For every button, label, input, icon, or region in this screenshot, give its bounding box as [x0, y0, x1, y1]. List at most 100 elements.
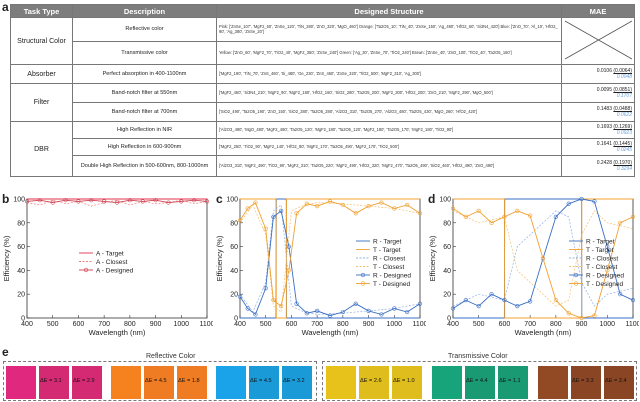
chart-b: 400 500 600 700 800 900 1000 1100 0 20 40 60 80 100 Wa…	[2, 197, 213, 338]
reflective-title: Reflective Color	[146, 353, 196, 360]
mae-value: 0.1641	[596, 141, 612, 147]
data-point	[340, 309, 345, 315]
data-point	[450, 306, 456, 311]
table-header-row: Task Type Description Designed Structure…	[10, 4, 635, 18]
legend-label: T - Designed	[373, 281, 410, 288]
y-tick-label: 100	[13, 197, 25, 204]
cross-out-icon	[564, 20, 633, 60]
struct-cell: ['Al2O3_490', 'MgO_480', 'MgF2_480', 'Ta…	[216, 121, 562, 139]
mae-cell-crossed	[561, 17, 635, 65]
delta-e-label: ΔE = 1.8	[178, 378, 200, 384]
reflective-box	[3, 361, 317, 401]
x-tick-label: 600	[286, 321, 298, 328]
swatch-group: ΔE = 3.3 ΔE = 2.4	[538, 366, 634, 399]
data-point	[379, 312, 384, 317]
data-point	[618, 292, 623, 297]
transmissive-box	[322, 361, 637, 401]
x-axis-label: Wavelength (nm)	[89, 328, 146, 337]
data-point	[553, 298, 558, 303]
y-tick-label: 80	[230, 220, 238, 227]
x-tick-label: 900	[150, 321, 162, 328]
swatch-designed: ΔE = 1.8	[177, 366, 207, 399]
series-line	[240, 198, 420, 319]
y-tick-label: 20	[230, 292, 238, 299]
data-point	[605, 244, 610, 249]
series-line	[453, 198, 633, 319]
mae-value: 0.1483	[596, 106, 612, 112]
legend-label: T - Target	[373, 247, 401, 254]
data-point	[204, 199, 210, 204]
y-tick-label: 80	[17, 220, 25, 227]
legend-label: A - Closest	[96, 259, 128, 266]
series-line	[453, 198, 633, 319]
table-row: Double High Reflection in 500-600nm, 800…	[11, 155, 635, 177]
data-point	[315, 308, 320, 313]
data-point	[405, 202, 410, 208]
mae-value: 0.0106	[596, 68, 612, 74]
data-point	[392, 206, 397, 211]
mae-closest: (0.1269)	[613, 124, 632, 130]
y-tick-label: 60	[443, 244, 451, 251]
x-tick-label: 1000	[599, 321, 615, 328]
swatch-group: ΔE = 4.4 ΔE = 1.1	[432, 366, 528, 399]
y-axis-label: Efficiency (%)	[428, 235, 437, 281]
desc-cell: Band-notch filter at 550nm	[72, 83, 217, 103]
swatch-target	[326, 366, 356, 399]
legend-label: A - Designed	[96, 268, 134, 275]
desc-cell: High Reflection in 600-900nm	[72, 138, 217, 156]
x-tick-label: 500	[47, 321, 59, 328]
mae-cell: 0.0095 (0.0851) 0.1707	[561, 83, 635, 103]
series-line	[240, 198, 420, 319]
data-point	[286, 268, 291, 273]
swatch-closest: ΔE = 3.3	[571, 366, 601, 399]
swatch-closest: ΔE = 4.5	[249, 366, 279, 399]
mae-value: 0.2428	[596, 160, 612, 166]
data-point	[253, 200, 258, 205]
data-point	[153, 198, 158, 203]
table-row: DBR High Reflection in NIR ['Al2O3_490',…	[10, 121, 635, 177]
series-line	[452, 210, 634, 307]
data-point	[245, 306, 250, 311]
data-point	[327, 199, 333, 204]
data-point	[24, 199, 30, 204]
table-row: Absorber Perfect absorption in 400-1100n…	[10, 64, 635, 84]
chart-d: 400 500 600 700 800 900 1000 1100 0 20 40 60 80 100 Wa…	[428, 197, 639, 338]
legend-marker	[360, 272, 366, 278]
table-row: Filter Band-notch filter at 550nm ['MgF2…	[10, 83, 635, 122]
y-tick-label: 80	[443, 220, 451, 227]
mae-cell: 0.2428 (0.1970) 0.3294	[561, 155, 635, 177]
y-axis-label: Efficiency (%)	[2, 235, 11, 281]
table-row: Transmissive color Yellow: ['ZnO_60', 'M…	[11, 40, 635, 65]
data-point	[515, 208, 520, 214]
x-tick-label: 600	[73, 321, 85, 328]
legend-label: T - Closest	[373, 264, 404, 271]
swatch-target	[538, 366, 568, 399]
y-tick-label: 40	[17, 268, 25, 275]
x-axis-label: Wavelength (nm)	[515, 328, 572, 337]
data-point	[237, 294, 243, 299]
x-tick-label: 500	[260, 321, 272, 328]
data-point	[463, 298, 468, 303]
series-line	[26, 199, 208, 204]
legend-marker	[573, 281, 579, 286]
data-point	[417, 211, 423, 216]
data-point	[366, 308, 371, 313]
header-mae: MAE	[561, 4, 635, 18]
label-d: d	[428, 192, 436, 206]
data-point	[566, 311, 571, 316]
data-point	[63, 198, 68, 203]
data-point	[166, 200, 171, 205]
data-point	[102, 199, 107, 204]
legend-marker	[360, 281, 366, 286]
mae-closest: (0.1970)	[613, 160, 632, 166]
label-a: a	[2, 0, 9, 14]
desc-cell: Band-notch filter at 700nm	[72, 102, 217, 122]
swatch-designed: ΔE = 3.2	[282, 366, 312, 399]
table-row: Band-notch filter at 700nm ['SiO2_490', …	[11, 102, 635, 122]
legend-label: R - Closest	[586, 256, 618, 263]
data-point	[353, 211, 358, 216]
chart-c: 400 500 600 700 800 900 1000 1100 0 20 40 60 80 100 Wa…	[215, 197, 426, 338]
y-axis-label: Efficiency (%)	[215, 235, 224, 281]
desc-cell: Double High Reflection in 500-600nm, 800…	[72, 155, 217, 177]
data-point	[192, 198, 197, 203]
